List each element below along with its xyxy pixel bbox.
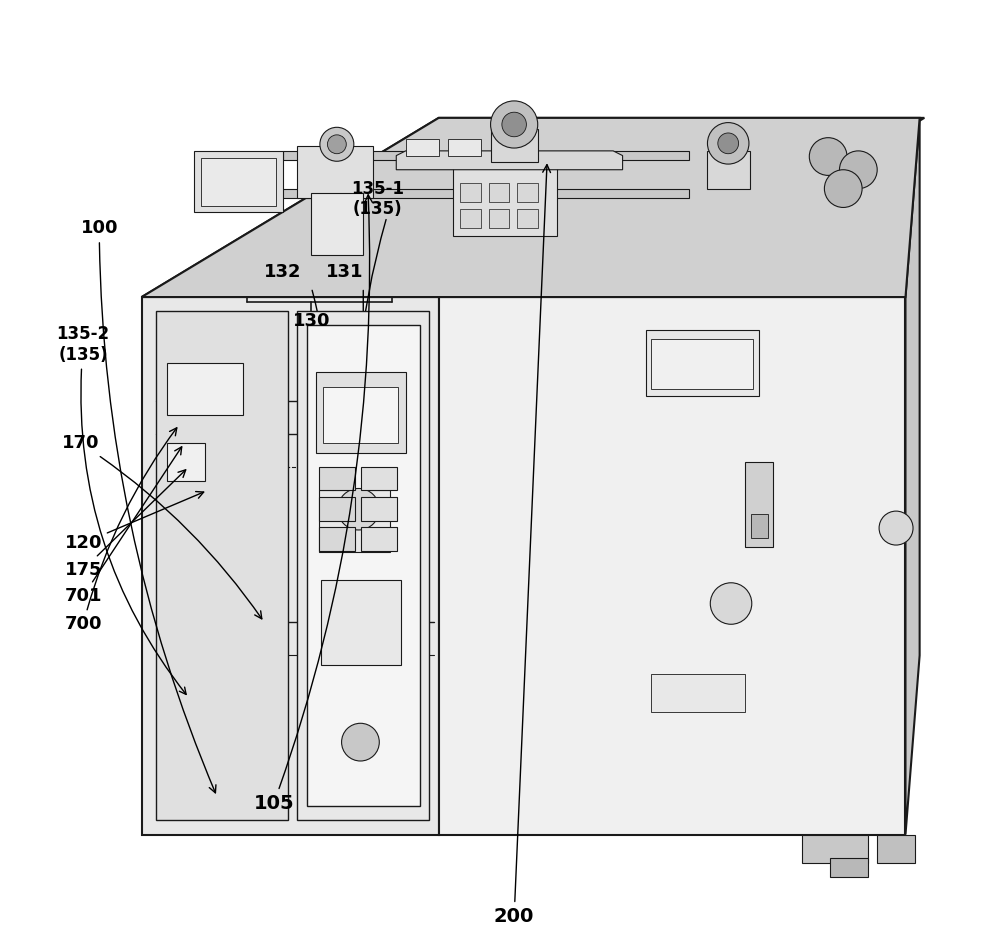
Bar <box>646 330 759 396</box>
Text: 700: 700 <box>64 428 177 634</box>
Circle shape <box>707 123 749 164</box>
Text: 170: 170 <box>62 434 262 619</box>
Bar <box>167 363 243 415</box>
Text: 701: 701 <box>64 447 182 605</box>
Bar <box>316 372 406 453</box>
Bar <box>340 401 396 438</box>
Text: 131: 131 <box>326 262 363 281</box>
Bar <box>406 139 439 156</box>
Circle shape <box>342 723 379 761</box>
Bar <box>321 580 401 665</box>
Bar <box>167 443 205 481</box>
Bar <box>319 467 355 490</box>
Bar <box>877 835 915 863</box>
Bar <box>319 497 355 521</box>
Polygon shape <box>439 297 905 835</box>
Circle shape <box>338 488 379 530</box>
Text: 105: 105 <box>253 195 372 813</box>
Polygon shape <box>260 189 689 198</box>
Bar <box>361 497 397 521</box>
Circle shape <box>839 151 877 189</box>
Text: 135-2
(135): 135-2 (135) <box>57 324 186 694</box>
Bar <box>448 139 481 156</box>
Bar <box>323 387 398 443</box>
Text: 120: 120 <box>64 491 204 553</box>
Bar <box>361 527 397 551</box>
Bar <box>489 183 509 202</box>
Bar <box>194 151 283 212</box>
Text: (135): (135) <box>353 200 402 219</box>
Bar <box>319 527 355 551</box>
Bar <box>460 209 481 228</box>
Bar <box>311 193 363 255</box>
Bar <box>517 209 538 228</box>
Text: 130: 130 <box>293 311 330 330</box>
Bar <box>491 129 538 162</box>
Polygon shape <box>142 118 920 297</box>
Bar <box>802 835 868 863</box>
Circle shape <box>809 138 847 175</box>
Text: 175: 175 <box>64 470 186 579</box>
Bar <box>517 183 538 202</box>
Polygon shape <box>283 151 689 160</box>
Bar <box>651 674 745 712</box>
Bar <box>707 151 750 189</box>
Polygon shape <box>297 311 429 820</box>
Text: 100: 100 <box>80 219 216 793</box>
Circle shape <box>718 133 739 154</box>
Polygon shape <box>307 325 420 806</box>
Circle shape <box>327 135 346 154</box>
Bar <box>751 514 768 538</box>
Text: 135-1: 135-1 <box>351 179 404 198</box>
Bar <box>319 490 390 552</box>
Polygon shape <box>905 118 920 835</box>
Text: 200: 200 <box>494 165 551 926</box>
Circle shape <box>879 511 913 545</box>
Bar <box>201 158 276 206</box>
Polygon shape <box>142 118 924 297</box>
Bar <box>830 858 868 877</box>
Bar <box>489 209 509 228</box>
Polygon shape <box>396 151 623 170</box>
Circle shape <box>491 101 538 148</box>
Circle shape <box>320 127 354 161</box>
Bar <box>361 467 397 490</box>
Polygon shape <box>142 297 439 835</box>
Circle shape <box>502 112 526 137</box>
Bar <box>297 146 373 198</box>
Circle shape <box>710 583 752 624</box>
Bar <box>651 339 753 389</box>
Circle shape <box>824 170 862 207</box>
Polygon shape <box>156 311 288 820</box>
Bar <box>460 183 481 202</box>
Bar <box>453 160 557 236</box>
Bar <box>745 462 773 547</box>
Text: 132: 132 <box>264 262 302 281</box>
